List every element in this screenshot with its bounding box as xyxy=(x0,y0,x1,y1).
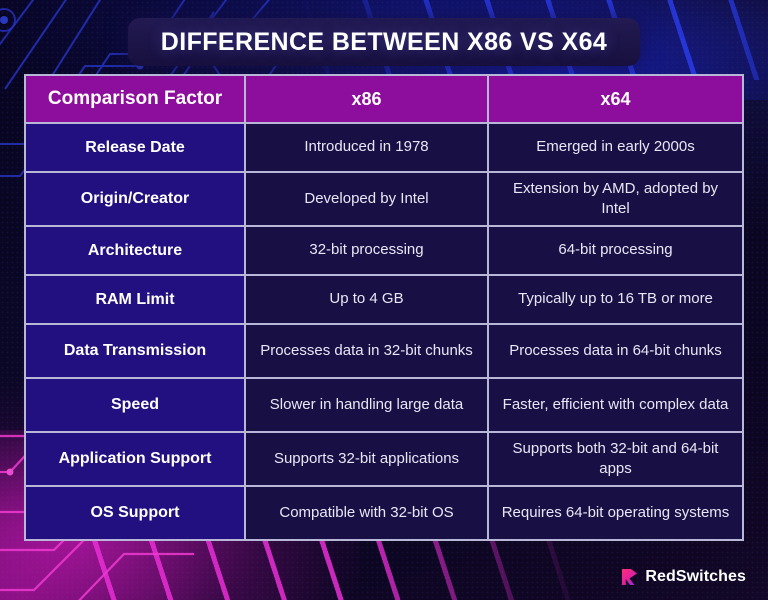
cell-x64: Processes data in 64-bit chunks xyxy=(489,325,742,377)
cell-x64: Supports both 32-bit and 64-bit apps xyxy=(489,433,742,485)
row-label: Speed xyxy=(26,379,246,431)
table-row: Speed Slower in handling large data Fast… xyxy=(26,377,742,431)
table-row: Release Date Introduced in 1978 Emerged … xyxy=(26,122,742,171)
table-row: Application Support Supports 32-bit appl… xyxy=(26,431,742,485)
cell-x86: Introduced in 1978 xyxy=(246,124,489,171)
comparison-table: Comparison Factor x86 x64 Release Date I… xyxy=(24,74,744,541)
cell-x86: Supports 32-bit applications xyxy=(246,433,489,485)
cell-x86: Compatible with 32-bit OS xyxy=(246,487,489,539)
column-header-comparison-factor: Comparison Factor xyxy=(26,76,246,122)
column-header-x86: x86 xyxy=(246,76,489,122)
row-label: Release Date xyxy=(26,124,246,171)
row-label: OS Support xyxy=(26,487,246,539)
page-title: DIFFERENCE BETWEEN X86 VS X64 xyxy=(160,27,608,56)
row-label: Architecture xyxy=(26,227,246,274)
column-header-x64: x64 xyxy=(489,76,742,122)
redswitches-logo-icon xyxy=(622,569,638,585)
row-label: Origin/Creator xyxy=(26,173,246,225)
cell-x86: Developed by Intel xyxy=(246,173,489,225)
cell-x64: Extension by AMD, adopted by Intel xyxy=(489,173,742,225)
cell-x86: Up to 4 GB xyxy=(246,276,489,323)
title-banner: DIFFERENCE BETWEEN X86 VS X64 xyxy=(128,18,640,66)
cell-x86: Processes data in 32-bit chunks xyxy=(246,325,489,377)
cell-x64: Faster, efficient with complex data xyxy=(489,379,742,431)
brand-name: RedSwitches xyxy=(645,568,746,585)
brand-logo: RedSwitches xyxy=(621,568,746,586)
table-header-row: Comparison Factor x86 x64 xyxy=(26,76,742,122)
table-row: Data Transmission Processes data in 32-b… xyxy=(26,323,742,377)
bottom-diagonal-stripes xyxy=(90,540,610,600)
row-label: Data Transmission xyxy=(26,325,246,377)
table-row: OS Support Compatible with 32-bit OS Req… xyxy=(26,485,742,539)
table-row: Architecture 32-bit processing 64-bit pr… xyxy=(26,225,742,274)
row-label: RAM Limit xyxy=(26,276,246,323)
table-row: Origin/Creator Developed by Intel Extens… xyxy=(26,171,742,225)
cell-x64: Emerged in early 2000s xyxy=(489,124,742,171)
cell-x64: Typically up to 16 TB or more xyxy=(489,276,742,323)
cell-x86: 32-bit processing xyxy=(246,227,489,274)
cell-x64: Requires 64-bit operating systems xyxy=(489,487,742,539)
row-label: Application Support xyxy=(26,433,246,485)
cell-x64: 64-bit processing xyxy=(489,227,742,274)
table-row: RAM Limit Up to 4 GB Typically up to 16 … xyxy=(26,274,742,323)
cell-x86: Slower in handling large data xyxy=(246,379,489,431)
